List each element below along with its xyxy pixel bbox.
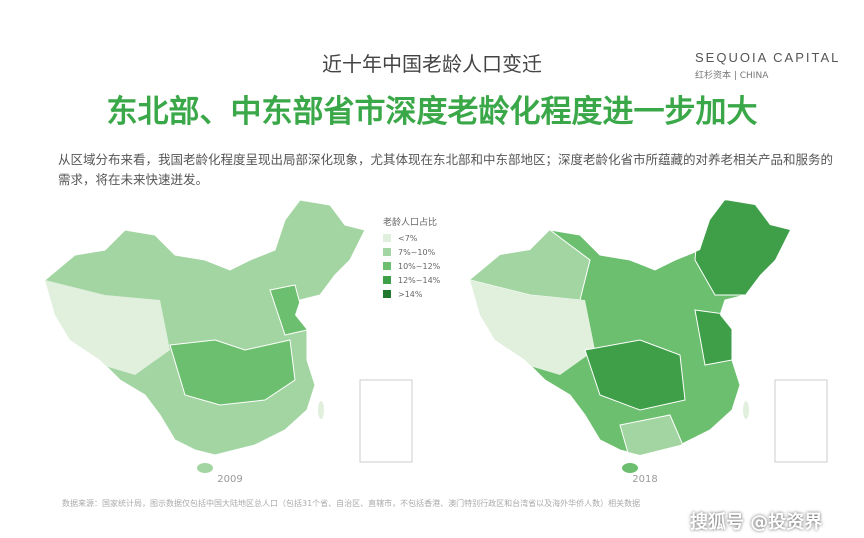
legend-label: 7%~10% <box>398 248 436 257</box>
legend-label: <7% <box>398 234 418 243</box>
legend-swatch <box>383 276 391 284</box>
map-2009 <box>44 199 413 473</box>
legend-label: >14% <box>398 290 423 299</box>
legend-swatch <box>383 262 391 270</box>
source-note: 数据来源：国家统计局，图示数据仅包括中国大陆地区总人口（包括31个省、自治区、直… <box>62 499 641 508</box>
legend-title: 老龄人口占比 <box>383 216 437 228</box>
legend-label: 12%~14% <box>398 276 441 285</box>
body-text: 从区域分布来看，我国老龄化程度呈现出局部深化现象，尤其体现在东北部和中东部地区；… <box>58 152 834 187</box>
subtitle: 近十年中国老龄人口变迁 <box>322 52 542 76</box>
year-label: 2009 <box>217 474 242 485</box>
year-label: 2018 <box>632 474 657 485</box>
legend-label: 10%~12% <box>398 262 441 271</box>
legend-swatch <box>383 290 391 298</box>
legend-swatch <box>383 234 391 242</box>
title: 东北部、中东部省市深度老龄化程度进一步加大 <box>106 94 758 130</box>
logo-sub: 红杉资本 | CHINA <box>695 71 769 81</box>
watermark: 搜狐号 @投资界 <box>690 512 823 533</box>
logo: SEQUOIA CAPITAL <box>695 50 841 65</box>
map-2018 <box>469 199 828 473</box>
legend: 老龄人口占比 <7% 7%~10% 10%~12% 12%~14% >14% <box>383 216 441 299</box>
legend-swatch <box>383 248 391 256</box>
